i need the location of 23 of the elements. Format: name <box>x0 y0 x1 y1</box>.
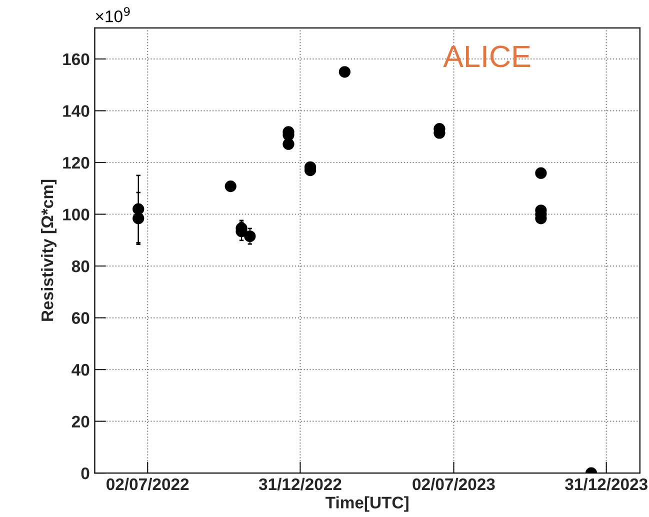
x-tick-label: 02/07/2022 <box>106 478 189 490</box>
y-tick-label: 140 <box>63 105 90 117</box>
point <box>338 66 350 78</box>
point <box>132 212 144 224</box>
y-tick-label: 40 <box>72 364 90 376</box>
x-tick-label: 02/07/2023 <box>412 478 495 490</box>
point <box>224 180 236 192</box>
y-axis-title: Resistivity [Ω*cm] <box>40 180 57 321</box>
x-tick-label: 31/12/2022 <box>258 478 342 490</box>
x-tick-label: 31/12/2023 <box>565 478 648 490</box>
y-tick-label: 80 <box>72 260 90 272</box>
y-tick-label: 60 <box>72 312 90 324</box>
y-tick-label: 100 <box>63 208 90 220</box>
point <box>244 230 256 242</box>
text: ×10$^{9}$ <box>96 7 130 22</box>
y-tick-label: 120 <box>63 156 90 169</box>
y-tick-label: 160 <box>63 53 90 66</box>
y-tick-label: 20 <box>72 416 90 428</box>
point <box>282 138 294 150</box>
point <box>535 167 547 179</box>
y-tick-label: 0 <box>81 467 90 480</box>
annotation: ALICE <box>443 46 530 68</box>
x-axis-title: Time[UTC] <box>326 496 408 512</box>
